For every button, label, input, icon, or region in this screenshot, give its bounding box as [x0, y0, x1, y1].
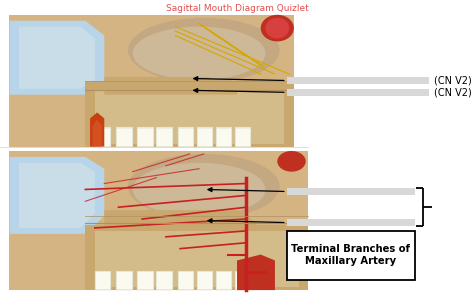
- Bar: [216, 127, 232, 147]
- Ellipse shape: [128, 154, 280, 219]
- Bar: [287, 188, 415, 195]
- Bar: [95, 90, 284, 144]
- Polygon shape: [90, 112, 104, 147]
- Polygon shape: [9, 21, 104, 95]
- Text: (CN V2): (CN V2): [434, 87, 472, 97]
- Bar: [198, 272, 212, 289]
- Bar: [85, 81, 294, 147]
- Bar: [197, 127, 213, 147]
- Bar: [235, 127, 251, 147]
- Ellipse shape: [277, 151, 306, 172]
- Bar: [117, 129, 132, 146]
- Bar: [96, 129, 110, 146]
- Ellipse shape: [128, 18, 280, 83]
- Ellipse shape: [265, 18, 289, 38]
- Bar: [287, 219, 415, 226]
- Bar: [217, 129, 231, 146]
- Bar: [96, 272, 110, 289]
- Bar: [116, 271, 133, 290]
- Bar: [156, 127, 173, 147]
- Bar: [95, 231, 299, 287]
- Bar: [116, 127, 133, 147]
- Bar: [0, 6, 294, 147]
- Polygon shape: [104, 210, 256, 228]
- Bar: [95, 127, 111, 147]
- Bar: [138, 272, 153, 289]
- Text: (CN V2): (CN V2): [434, 75, 472, 86]
- Bar: [287, 77, 429, 84]
- Text: Sagittal Mouth Diagram Quizlet: Sagittal Mouth Diagram Quizlet: [165, 4, 309, 13]
- Bar: [236, 272, 250, 289]
- Polygon shape: [237, 255, 275, 290]
- Bar: [157, 272, 172, 289]
- Bar: [137, 127, 154, 147]
- Polygon shape: [19, 27, 95, 89]
- Polygon shape: [104, 77, 237, 95]
- Bar: [178, 127, 194, 147]
- Bar: [0, 149, 308, 290]
- Bar: [179, 272, 193, 289]
- Polygon shape: [9, 151, 308, 290]
- Bar: [138, 129, 153, 146]
- Bar: [198, 129, 212, 146]
- Bar: [85, 225, 308, 290]
- Bar: [117, 272, 132, 289]
- Ellipse shape: [133, 163, 265, 216]
- Ellipse shape: [261, 15, 294, 41]
- Bar: [217, 272, 231, 289]
- Bar: [156, 271, 173, 290]
- Polygon shape: [9, 157, 104, 234]
- Bar: [236, 129, 250, 146]
- Bar: [178, 271, 194, 290]
- Bar: [137, 271, 154, 290]
- Text: Terminal Branches of
Maxillary Artery: Terminal Branches of Maxillary Artery: [291, 244, 410, 266]
- Ellipse shape: [133, 27, 265, 80]
- Bar: [235, 271, 251, 290]
- Bar: [287, 231, 415, 280]
- Bar: [157, 129, 172, 146]
- Bar: [216, 271, 232, 290]
- Bar: [179, 129, 193, 146]
- Bar: [287, 89, 429, 96]
- Polygon shape: [92, 120, 102, 147]
- Bar: [197, 271, 213, 290]
- Bar: [95, 271, 111, 290]
- Polygon shape: [9, 15, 294, 147]
- Polygon shape: [19, 163, 95, 228]
